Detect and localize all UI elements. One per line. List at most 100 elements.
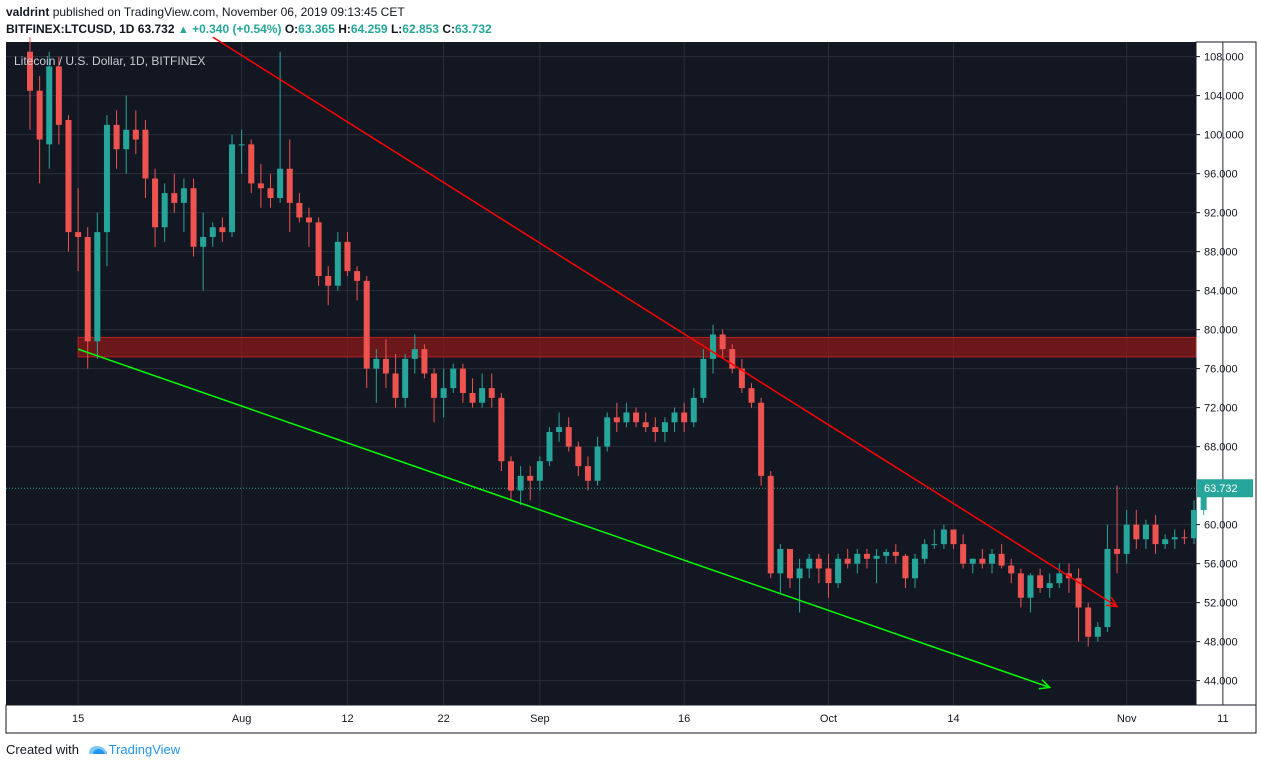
candle-body <box>1046 583 1053 588</box>
candle-body <box>334 241 341 286</box>
candle-body <box>594 446 601 481</box>
time-tick-label: 15 <box>72 713 84 725</box>
candle-body <box>729 349 736 369</box>
last-price-value: 63.732 <box>137 22 175 36</box>
candle-body <box>969 558 976 564</box>
candle-body <box>565 427 572 447</box>
candlesticks <box>27 37 1217 647</box>
descending-resistance-line <box>212 36 1118 608</box>
candle-body <box>219 227 226 233</box>
candle-body <box>411 349 418 359</box>
candle-body <box>161 193 168 228</box>
time-tick-label: Oct <box>820 713 837 725</box>
price-tick-label: 96.000 <box>1204 169 1238 181</box>
candle-body <box>1027 575 1034 598</box>
candle-body <box>854 553 861 564</box>
candle-body <box>315 222 322 276</box>
candle-body <box>1191 510 1198 539</box>
candle-body <box>786 549 793 579</box>
candle-body <box>863 553 870 559</box>
candle-body <box>527 475 534 481</box>
candle-body <box>55 66 62 125</box>
candle-body <box>392 373 399 398</box>
last-price-badge-label: 63.732 <box>1204 483 1238 495</box>
price-tick-label: 100.000 <box>1204 130 1244 142</box>
price-tick-label: 108.000 <box>1204 52 1244 64</box>
candle-body <box>979 558 986 564</box>
candle-body <box>575 446 582 467</box>
candle-body <box>1152 524 1159 545</box>
price-change: +0.340 (+0.54%) <box>192 22 282 36</box>
price-tick-label: 84.000 <box>1204 286 1238 298</box>
descending-support-arrowhead <box>1038 679 1052 690</box>
candle-body <box>46 66 53 145</box>
price-tick-label: 48.000 <box>1204 637 1238 649</box>
close-label: C: <box>442 22 455 36</box>
candle-body <box>642 422 649 428</box>
candle-body <box>719 334 726 350</box>
created-with-text: Created with <box>6 742 79 757</box>
candle-body <box>1056 573 1063 584</box>
candle-body <box>421 349 428 374</box>
close-value: 63.732 <box>454 22 492 36</box>
tradingview-brand[interactable]: TradingView <box>108 742 181 757</box>
candle-body <box>758 402 765 476</box>
candle-body <box>767 475 774 574</box>
time-tick-label: 14 <box>947 713 959 725</box>
price-tick-label: 56.000 <box>1204 559 1238 571</box>
candle-body <box>431 373 438 398</box>
candle-body <box>950 529 957 545</box>
candle-body <box>354 271 361 281</box>
candle-body <box>931 544 938 546</box>
price-axis[interactable] <box>1195 41 1257 706</box>
candle-body <box>65 120 72 233</box>
candle-body <box>459 368 466 393</box>
candle-body <box>180 188 187 203</box>
candle-body <box>652 427 659 432</box>
price-tick-label: 60.000 <box>1204 520 1238 532</box>
candle-body <box>960 544 967 564</box>
candle-body <box>94 232 101 342</box>
time-tick-label: 11 <box>1217 713 1228 725</box>
low-value: 62.853 <box>402 22 439 36</box>
author-name[interactable]: valdrint <box>6 5 50 19</box>
candle-body <box>835 558 842 584</box>
candle-body <box>1142 524 1149 540</box>
published-text: published on TradingView.com, November 0… <box>52 5 405 19</box>
candle-body <box>633 412 640 423</box>
candle-body <box>36 90 43 140</box>
candle-body <box>825 568 832 584</box>
chart-plot-area[interactable] <box>6 42 1196 705</box>
candle-body <box>1037 575 1044 588</box>
candle-body <box>796 568 803 579</box>
candle-body <box>498 397 505 462</box>
time-tick-label: Aug <box>232 713 252 725</box>
candle-body <box>661 422 668 432</box>
low-label: L: <box>390 22 403 36</box>
open-value: 63.365 <box>298 22 335 36</box>
symbol-ohlc-line: BITFINEX:LTCUSD, 1D 63.732 ▲ +0.340 (+0.… <box>6 22 492 36</box>
candle-body <box>613 417 620 423</box>
candle-body <box>344 241 351 272</box>
time-tick-label: 22 <box>438 713 450 725</box>
candle-body <box>883 551 890 556</box>
candle-body <box>267 188 274 198</box>
candle-body <box>382 358 389 374</box>
candle-body <box>190 188 197 247</box>
candle-body <box>1017 573 1024 598</box>
resistance-zone <box>6 336 1197 489</box>
candle-body <box>748 388 755 403</box>
candle-body <box>1008 565 1015 574</box>
candle-body <box>1171 537 1178 540</box>
time-axis[interactable] <box>5 704 1257 734</box>
trendlines <box>77 36 1119 690</box>
time-tick-label: Sep <box>530 713 550 725</box>
time-tick-label: 12 <box>341 713 353 725</box>
candle-body <box>27 51 33 91</box>
candle-body <box>1123 524 1130 554</box>
candle-body <box>912 558 919 579</box>
candle-body <box>479 388 486 403</box>
candle-body <box>450 368 457 389</box>
descending-resistance-arrowhead <box>1106 596 1119 608</box>
